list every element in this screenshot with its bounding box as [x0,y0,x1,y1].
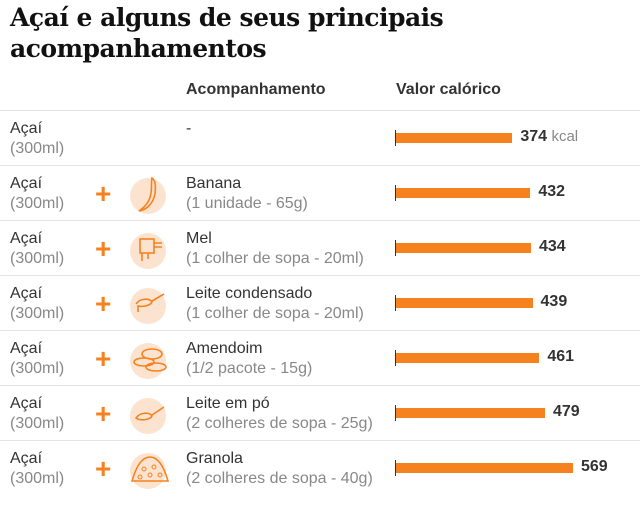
value-label: 434 [539,238,566,256]
item-name: Mel [186,230,212,247]
base-label: Açaí (300ml) [10,339,64,379]
item-qty: (2 colheres de sopa - 25g) [186,415,373,432]
chart-title: Açaí e alguns de seus principais acompan… [10,3,444,63]
plus-icon: + [95,288,112,319]
peanut-icon [130,343,167,379]
bar-axis [395,405,396,421]
value-number: 479 [552,403,580,420]
base-name: Açaí [10,340,43,357]
bar-axis [395,350,396,366]
item-name: Banana [186,175,242,192]
unit-label: kcal [551,128,579,145]
bar-axis [395,240,396,256]
item-name: - [186,120,192,137]
item-qty: (1 colher de sopa - 20ml) [186,305,364,322]
table-row: Açaí (300ml) + Granola (2 colheres de sopa -… [0,440,640,496]
bar-432 [396,188,531,198]
value-label: 461 [547,348,574,366]
value-label: 439 [541,293,568,311]
value-label: 569 [581,458,608,476]
value-label: 479 [553,403,580,421]
accompaniment-label: Banana (1 unidade - 65g) [186,174,308,214]
accompaniment-label: Mel (1 colher de sopa - 20ml) [186,229,364,269]
base-label: Açaí (300ml) [10,284,64,324]
item-name: Leite condensado [186,285,313,302]
item-qty: (1 colher de sopa - 20ml) [186,250,364,267]
table-row: Açaí (300ml) + Leite condensado (1 colher de… [0,275,640,331]
granola-icon [130,453,170,489]
header-accompaniment: Acompanhamento [186,81,326,98]
base-name: Açaí [10,175,43,192]
item-qty: (1/2 pacote - 15g) [186,360,313,377]
value-number: 434 [538,238,566,255]
value-label: 432 [538,183,565,201]
base-name: Açaí [10,450,43,467]
value-number: 461 [547,348,575,365]
plus-icon: + [95,398,112,429]
item-qty: (2 colheres de sopa - 40g) [186,470,373,487]
base-label: Açaí (300ml) [10,394,64,434]
accompaniment-label: Amendoim (1/2 pacote - 15g) [186,339,312,379]
item-qty: (1 unidade - 65g) [186,195,308,212]
accompaniment-label: - [186,119,191,139]
plus-icon: + [95,178,112,209]
bar-axis [395,460,396,476]
value-label: 374 kcal [520,128,578,146]
bar-439 [396,298,533,308]
bar-461 [396,353,540,363]
accompaniment-label: Granola (2 colheres de sopa - 40g) [186,449,373,489]
base-name: Açaí [10,230,43,247]
value-number: 569 [580,458,608,475]
bar-434 [396,243,531,253]
bar-569 [396,463,573,473]
table-row: Açaí (300ml) + Mel (1 colher de sopa - 20ml)… [0,220,640,276]
bar-axis [395,130,396,146]
plus-icon: + [95,343,112,374]
table-row: Açaí (300ml) + Leite em pó (2 colheres de so… [0,385,640,441]
base-qty: (300ml) [10,415,65,432]
table-row: Açaí (300ml) + Banana (1 unidade - 65g) 432 [0,165,640,221]
plus-icon: + [95,233,112,264]
item-name: Granola [186,450,243,467]
value-number: 374 [520,128,548,145]
table-row: Açaí (300ml) + Amendoim (1/2 pacote - 15g) 46… [0,330,640,386]
accompaniment-label: Leite condensado (1 colher de sopa - 20ml… [186,284,364,324]
base-qty: (300ml) [10,195,65,212]
plus-icon: + [95,453,112,484]
base-label: Açaí (300ml) [10,229,64,269]
base-label: Açaí (300ml) [10,449,64,489]
powdered-milk-spoon-icon [130,398,166,434]
value-number: 439 [540,293,568,310]
base-label: Açaí (300ml) [10,119,64,159]
table-row: Açaí (300ml) - 374 kcal [0,110,640,166]
base-label: Açaí (300ml) [10,174,64,214]
bar-axis [395,185,396,201]
base-qty: (300ml) [10,140,65,157]
accompaniment-label: Leite em pó (2 colheres de sopa - 25g) [186,394,373,434]
condensed-milk-spoon-icon [130,288,166,324]
base-name: Açaí [10,395,43,412]
bar-374 [396,133,513,143]
bar-479 [396,408,545,418]
honey-icon [130,233,166,269]
base-name: Açaí [10,285,43,302]
base-qty: (300ml) [10,250,65,267]
bar-axis [395,295,396,311]
base-qty: (300ml) [10,470,65,487]
base-qty: (300ml) [10,360,65,377]
item-name: Leite em pó [186,395,270,412]
header-calories: Valor calórico [396,81,501,98]
base-name: Açaí [10,120,43,137]
value-number: 432 [538,183,566,200]
base-qty: (300ml) [10,305,65,322]
banana-icon [130,176,166,214]
item-name: Amendoim [186,340,263,357]
